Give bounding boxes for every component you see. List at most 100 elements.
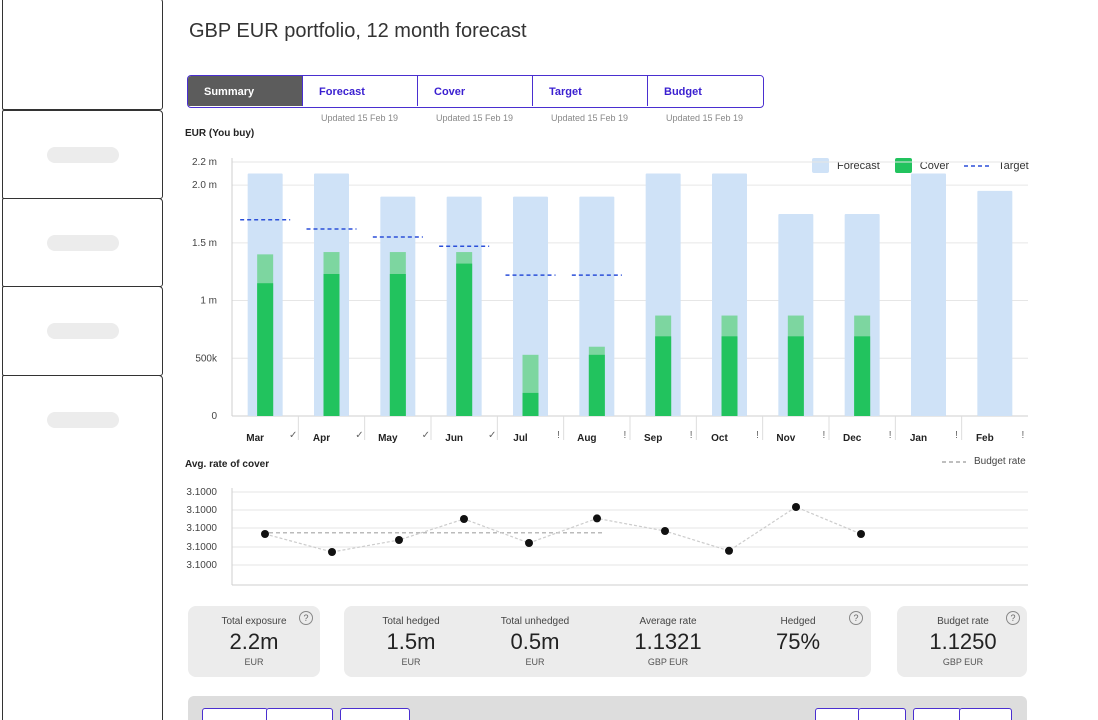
stat-unit: GBP EUR [942,657,984,667]
rate-point [460,515,468,523]
x-category-label: May [378,433,398,444]
cover-bar [655,336,672,416]
month-status-icon: ✓ [488,430,496,441]
x-category-label: Sep [644,433,662,444]
help-icon[interactable]: ? [849,611,863,625]
rate-point [261,530,269,538]
stat-total-unhedged: Total unhedged 0.5m EUR [468,616,602,667]
cover-bar [456,263,473,416]
tab-cover[interactable]: Cover [418,76,533,106]
sidebar [2,0,163,720]
forecast-bar [712,173,747,416]
rate-point [525,539,533,547]
month-status-icon: ! [1021,430,1024,441]
x-category-label: Apr [313,433,330,444]
month-status-icon: ✓ [422,430,430,441]
rate-point [725,546,733,555]
sidebar-item-3[interactable] [2,286,163,376]
stat-unit: EUR [244,657,264,667]
rate-point [792,503,800,511]
sidebar-item-placeholder [47,235,119,251]
rate-point [593,514,601,523]
x-category-label: Oct [711,433,728,444]
cover-bar [721,336,738,416]
tab-summary[interactable]: Summary [188,76,303,106]
forecast-bar [645,173,681,416]
rate-chart-title: Avg. rate of cover [185,459,270,470]
rate-point [857,530,865,538]
y-tick-label: 500k [195,353,218,364]
x-category-label: Jun [445,433,463,444]
toolbar-button[interactable] [266,708,333,720]
x-category-label: Nov [776,433,795,444]
tab-forecast[interactable]: Forecast [303,76,418,106]
tab-target[interactable]: Target [533,76,648,106]
stat-value: 75% [775,629,821,654]
budget-rate-swatch [942,460,966,463]
toolbar-button[interactable] [340,708,410,720]
stat-label: Total unhedged [500,616,570,627]
stat-value: 1.1321 [634,629,702,654]
y-tick-label: 0 [211,411,217,422]
forecast-bar [579,196,615,416]
y-tick-label: 2.2 m [192,157,217,168]
toolbar-button[interactable] [959,708,1012,720]
stat-value: 0.5m [510,629,560,654]
stat-unit: EUR [401,657,421,667]
forecast-bar [778,213,814,416]
eur-chart-title: EUR (You buy) [185,128,255,139]
y-tick-label: 3.1000 [186,487,217,498]
y-tick-label: 3.1000 [186,560,217,571]
sidebar-item-placeholder [47,412,119,428]
exposure-card: ? Total exposure 2.2m EUR [188,606,320,677]
forecast-bar [977,190,1013,416]
hedging-card: ? Total hedged 1.5m EUR Total unhedged 0… [344,606,871,677]
rate-point [395,536,403,544]
rate-line [264,506,862,553]
rate-chart-legend: Budget rate [942,456,1026,467]
toolbar-button[interactable] [913,708,961,720]
x-category-label: Aug [577,433,596,444]
stat-total-hedged: Total hedged 1.5m EUR [344,616,478,667]
tab-bar: Summary Forecast Cover Target Budget [187,75,764,108]
tab-budget[interactable]: Budget [648,76,763,106]
x-category-label: Mar [246,433,264,444]
y-tick-label: 1.5 m [192,238,217,249]
x-category-label: Dec [843,433,862,444]
help-icon[interactable]: ? [299,611,313,625]
cover-bar [257,283,274,416]
stat-label: Total exposure [221,616,287,627]
x-category-label: Feb [976,433,994,444]
bottom-toolbar [188,696,1027,720]
month-status-icon: ✓ [289,430,297,441]
eur-bar-chart: 0 500k 1 m 1.5 m 2.0 m 2.2 m Mar ✓ Apr ✓ May ✓ Jun ✓ J… [192,157,1028,444]
toolbar-button[interactable] [858,708,906,720]
y-tick-label: 3.1000 [186,542,217,553]
sidebar-item-4[interactable] [2,375,163,720]
stat-label: Hedged [780,616,816,627]
cover-bar [323,273,340,416]
help-icon[interactable]: ? [1006,611,1020,625]
rate-point [328,548,336,556]
y-tick-label: 3.1000 [186,505,217,516]
stat-label: Budget rate [937,616,989,627]
month-status-icon: ✓ [355,430,363,441]
y-tick-label: 3.1000 [186,523,217,534]
sidebar-item-placeholder [47,147,119,163]
stat-value: 1.5m [386,629,436,654]
stat-label: Average rate [639,616,697,627]
sidebar-item-header[interactable] [2,0,163,110]
tab-forecast-updated: Updated 15 Feb 19 [320,113,399,123]
stat-unit: EUR [525,657,545,667]
month-status-icon: ! [756,430,759,441]
toolbar-button[interactable] [815,708,860,720]
cover-bar [389,273,406,416]
y-tick-label: 1 m [200,296,217,307]
stat-average-rate: Average rate 1.1321 GBP EUR [601,616,735,667]
stat-budget-rate: Budget rate 1.1250 GBP EUR [897,616,1029,667]
toolbar-button[interactable] [202,708,268,720]
sidebar-item-1[interactable] [2,110,163,199]
stat-value: 2.2m [229,629,279,654]
y-tick-label: 2.0 m [192,180,217,191]
month-status-icon: ! [955,430,958,441]
